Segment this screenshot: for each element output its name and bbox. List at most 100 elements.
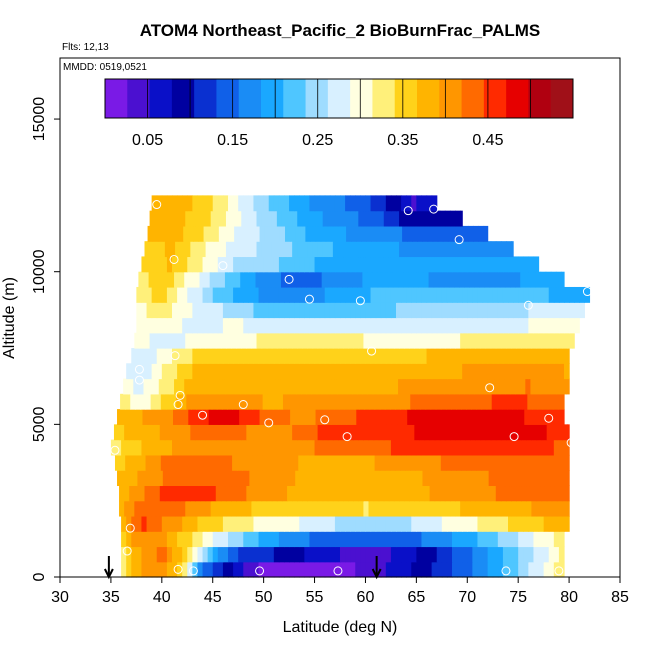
heatmap-cell — [345, 515, 351, 532]
heatmap-cell — [149, 500, 156, 517]
heatmap-cell — [434, 424, 441, 441]
heatmap-cell — [357, 271, 363, 288]
heatmap-cell — [332, 332, 339, 349]
heatmap-cell — [362, 271, 369, 288]
heatmap-cell — [225, 424, 232, 441]
heatmap-cell — [520, 271, 526, 288]
heatmap-cell — [497, 439, 504, 456]
heatmap-cell — [558, 515, 565, 532]
heatmap-cell — [360, 302, 367, 319]
heatmap-cell — [285, 409, 291, 425]
heatmap-cell — [538, 561, 545, 578]
heatmap-cell — [187, 561, 193, 578]
heatmap-cell — [396, 348, 402, 364]
heatmap-cell — [304, 439, 311, 456]
sample-point — [238, 400, 248, 410]
heatmap-cell — [243, 561, 249, 578]
heatmap-cell — [419, 332, 426, 349]
heatmap-cell — [445, 454, 452, 471]
heatmap-cell — [314, 317, 321, 334]
heatmap-cell — [439, 210, 446, 227]
heatmap-cell — [340, 561, 346, 578]
heatmap-cell — [531, 424, 538, 441]
heatmap-cell — [522, 393, 528, 410]
heatmap-cell — [462, 317, 468, 334]
heatmap-cell — [406, 439, 412, 456]
heatmap-cell — [462, 515, 468, 532]
heatmap-cell — [169, 485, 176, 502]
heatmap-cell — [382, 378, 389, 395]
heatmap-cell — [289, 515, 295, 532]
heatmap-cell — [487, 439, 494, 456]
heatmap-cell — [383, 210, 390, 227]
heatmap-cell — [477, 363, 484, 380]
heatmap-cell — [528, 561, 535, 578]
heatmap-cell — [503, 409, 510, 425]
heatmap-cell — [187, 546, 193, 563]
heatmap-cell — [207, 531, 214, 548]
heatmap-cell — [180, 210, 186, 227]
heatmap-cell — [417, 470, 424, 487]
heatmap-cell — [541, 332, 548, 349]
heatmap-cell — [518, 348, 524, 364]
heatmap-cell — [446, 286, 453, 303]
heatmap-cell — [513, 317, 519, 334]
heatmap-cell — [324, 195, 331, 212]
heatmap-cell — [256, 424, 263, 441]
heatmap-cell — [314, 546, 321, 563]
heatmap-cell — [209, 378, 216, 395]
heatmap-cell — [463, 470, 469, 487]
heatmap-cell — [225, 241, 232, 258]
sample-point — [544, 413, 554, 423]
heatmap-cell — [294, 195, 300, 212]
heatmap-cell — [309, 256, 316, 273]
heatmap-cell — [164, 241, 171, 258]
heatmap-cell — [433, 378, 440, 395]
heatmap-cell — [371, 409, 378, 425]
heatmap-cell — [263, 561, 270, 578]
heatmap-cell — [197, 439, 204, 456]
heatmap-cell — [202, 286, 209, 303]
heatmap-cell — [480, 332, 487, 349]
heatmap-cell — [334, 363, 341, 380]
heatmap-cell — [431, 317, 438, 334]
heatmap-cell — [180, 500, 186, 517]
heatmap-cell — [159, 210, 166, 227]
heatmap-cell — [309, 546, 316, 563]
heatmap-cell — [187, 286, 193, 303]
heatmap-cell — [317, 210, 324, 227]
heatmap-cell — [319, 439, 326, 456]
heatmap-cell — [358, 424, 365, 441]
heatmap-cell — [540, 378, 547, 395]
heatmap-cell — [406, 363, 412, 380]
heatmap-cell — [219, 271, 226, 288]
heatmap-cell — [508, 317, 514, 334]
heatmap-cell — [287, 210, 293, 227]
heatmap-cell — [192, 317, 199, 334]
heatmap-cell — [177, 531, 183, 548]
heatmap-cell — [217, 363, 224, 380]
heatmap-cell — [233, 546, 239, 563]
flights-label: Flts: 12,13 — [62, 42, 109, 53]
heatmap-cell — [502, 256, 509, 273]
heatmap-cell — [350, 302, 356, 319]
heatmap-cell — [141, 546, 148, 563]
heatmap-cell — [319, 286, 326, 303]
heatmap-cell — [240, 378, 246, 395]
heatmap-cell — [192, 363, 199, 380]
heatmap-cell — [427, 470, 434, 487]
heatmap-cell — [270, 271, 277, 288]
heatmap-cell — [121, 546, 127, 563]
heatmap-cell — [556, 424, 563, 441]
heatmap-cell — [228, 195, 234, 212]
heatmap-cell — [533, 286, 540, 303]
heatmap-cell — [280, 378, 287, 395]
heatmap-cell — [553, 546, 560, 563]
heatmap-cell — [194, 271, 201, 288]
heatmap-cell — [378, 424, 385, 441]
heatmap-cell — [540, 271, 547, 288]
heatmap-cell — [314, 531, 321, 548]
heatmap-cell — [185, 485, 191, 502]
heatmap-cell — [141, 515, 148, 532]
heatmap-cell — [375, 348, 382, 364]
